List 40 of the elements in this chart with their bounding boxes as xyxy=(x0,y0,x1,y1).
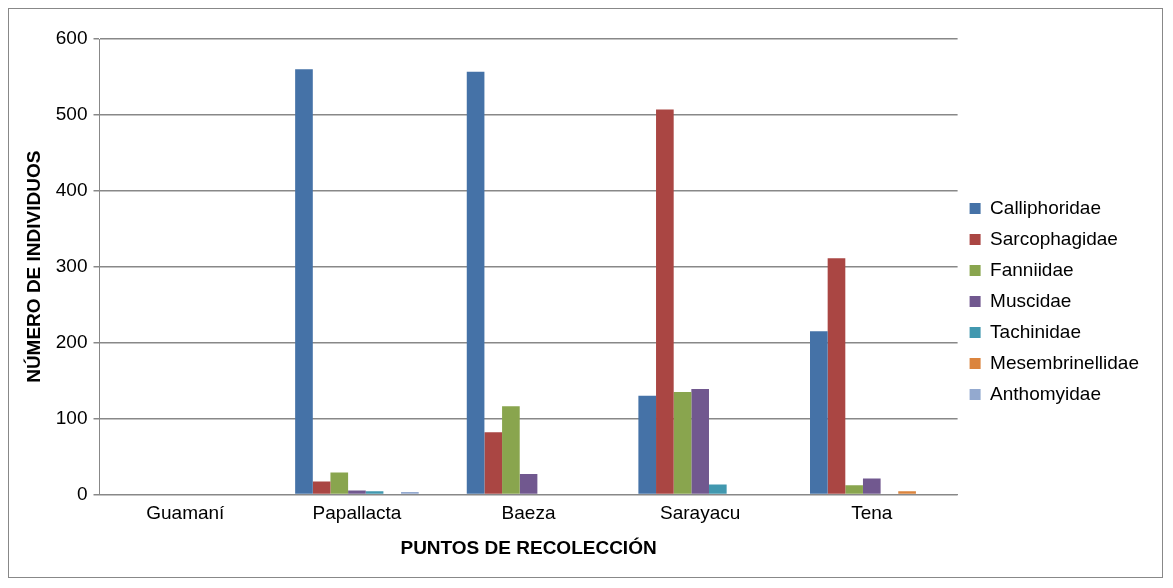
bar xyxy=(484,432,503,494)
y-tick-label: 200 xyxy=(55,330,88,352)
legend-label: Fanniidae xyxy=(990,258,1074,280)
bar xyxy=(862,478,881,494)
bar xyxy=(638,395,657,494)
y-tick-label: 0 xyxy=(76,482,88,504)
y-tick-label: 500 xyxy=(55,103,88,125)
x-tick-label: Papallacta xyxy=(312,502,402,524)
bar xyxy=(365,491,384,494)
bar xyxy=(709,484,727,494)
y-tick-label: 400 xyxy=(55,179,88,201)
bar xyxy=(673,391,692,494)
x-tick-label: Sarayacu xyxy=(660,502,741,524)
legend-label: Anthomyidae xyxy=(990,382,1101,404)
x-tick-label: Baeza xyxy=(501,502,556,524)
bar xyxy=(312,481,331,494)
bar xyxy=(330,472,349,494)
x-tick-label: Guamaní xyxy=(146,502,226,524)
legend-label: Tachinidae xyxy=(990,320,1081,342)
bar xyxy=(810,331,828,494)
bar xyxy=(845,485,863,494)
bar xyxy=(691,388,709,494)
bar xyxy=(519,473,538,494)
y-axis-title: NÚMERO DE INDIVIDUOS xyxy=(22,150,44,383)
bar xyxy=(295,69,313,494)
bar xyxy=(466,71,485,494)
bar xyxy=(827,258,846,494)
x-axis-title: PUNTOS DE RECOLECCIÓN xyxy=(400,536,657,558)
y-tick-label: 300 xyxy=(55,254,88,276)
legend-label: Calliphoridae xyxy=(990,196,1101,218)
y-tick-label: 100 xyxy=(55,406,88,428)
legend-label: Sarcophagidae xyxy=(990,227,1118,249)
bar xyxy=(898,491,916,494)
y-tick-label: 600 xyxy=(55,27,88,49)
x-tick-label: Tena xyxy=(851,502,893,524)
legend-label: Mesembrinellidae xyxy=(990,351,1139,373)
bar xyxy=(502,406,520,494)
bar xyxy=(348,490,366,494)
bar xyxy=(656,109,674,494)
legend-label: Muscidae xyxy=(990,289,1072,311)
